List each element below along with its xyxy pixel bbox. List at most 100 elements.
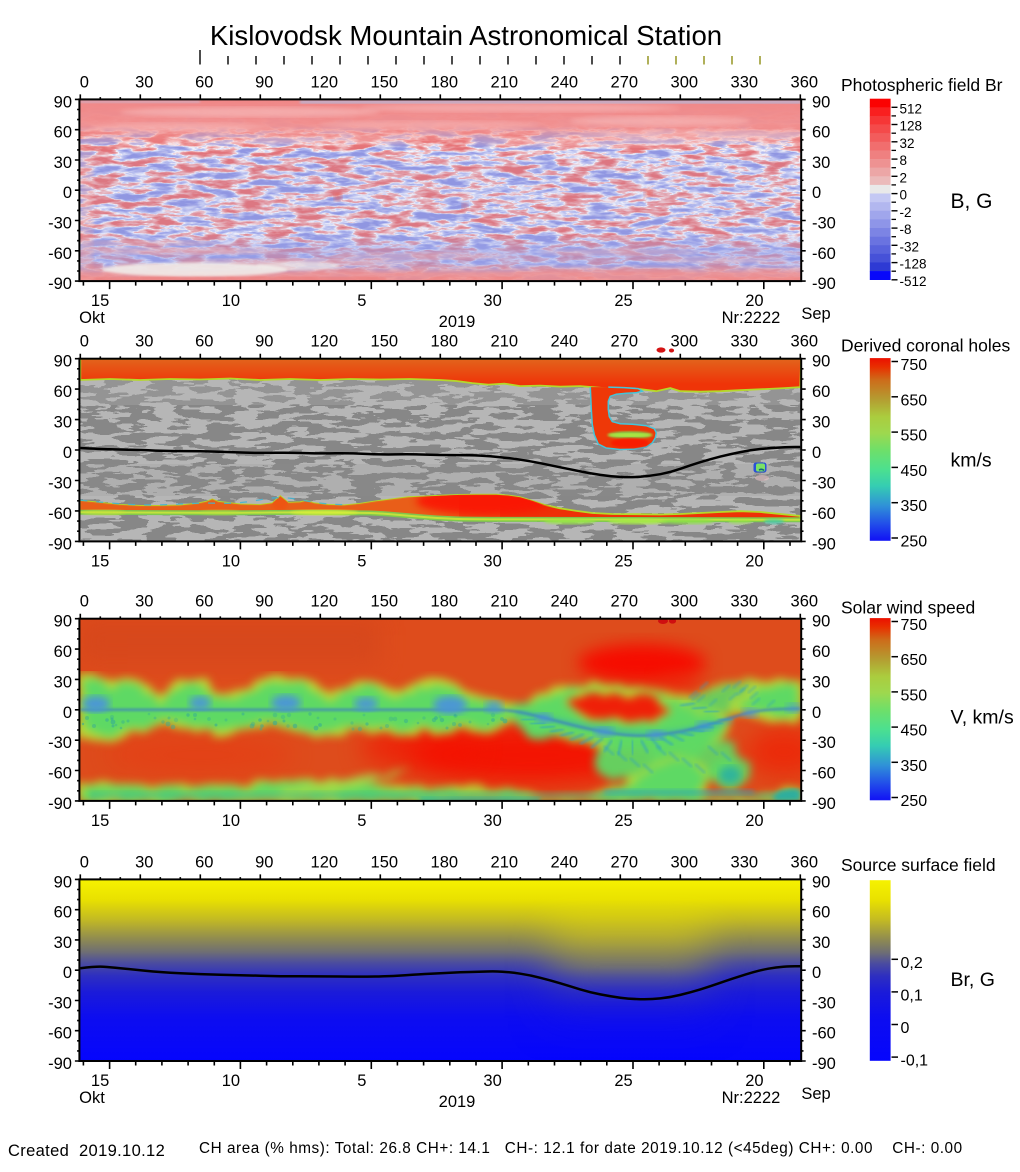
svg-text:CH area (% hms): Total: 26.8 C: CH area (% hms): Total: 26.8 CH+: 14.1 C… <box>199 1140 963 1157</box>
svg-text:90: 90 <box>255 593 273 611</box>
svg-text:512: 512 <box>900 101 923 116</box>
svg-text:2019: 2019 <box>439 313 476 331</box>
svg-text:210: 210 <box>491 73 519 91</box>
svg-text:150: 150 <box>371 593 399 611</box>
svg-text:Sep: Sep <box>801 1085 830 1103</box>
svg-text:240: 240 <box>551 593 579 611</box>
svg-text:90: 90 <box>812 93 830 111</box>
svg-text:20: 20 <box>745 812 763 830</box>
svg-text:-30: -30 <box>48 734 72 752</box>
svg-text:-512: -512 <box>900 274 927 289</box>
svg-text:128: 128 <box>900 119 923 134</box>
svg-text:5: 5 <box>357 812 366 830</box>
svg-text:550: 550 <box>901 687 928 704</box>
svg-text:-2: -2 <box>900 205 912 220</box>
svg-text:650: 650 <box>901 392 928 409</box>
svg-text:90: 90 <box>812 613 830 631</box>
svg-text:90: 90 <box>812 873 830 891</box>
svg-text:30: 30 <box>54 934 72 952</box>
svg-text:10: 10 <box>222 812 240 830</box>
svg-text:360: 360 <box>791 333 819 351</box>
svg-text:0,2: 0,2 <box>901 955 923 972</box>
svg-text:300: 300 <box>671 853 699 871</box>
svg-text:60: 60 <box>812 124 830 142</box>
svg-text:-60: -60 <box>812 1025 836 1043</box>
svg-text:30: 30 <box>135 73 153 91</box>
svg-text:-90: -90 <box>48 1055 72 1073</box>
svg-text:15: 15 <box>91 812 109 830</box>
svg-text:-60: -60 <box>48 505 72 523</box>
svg-text:0: 0 <box>80 73 89 91</box>
svg-text:650: 650 <box>901 652 928 669</box>
svg-text:60: 60 <box>812 643 830 661</box>
svg-text:-30: -30 <box>48 215 72 233</box>
svg-text:20: 20 <box>745 1072 763 1090</box>
svg-text:120: 120 <box>311 73 339 91</box>
svg-text:-90: -90 <box>812 795 836 813</box>
svg-text:-30: -30 <box>48 475 72 493</box>
svg-text:-60: -60 <box>812 505 836 523</box>
svg-text:10: 10 <box>222 292 240 310</box>
svg-text:30: 30 <box>812 414 830 432</box>
svg-text:360: 360 <box>791 593 819 611</box>
svg-text:60: 60 <box>195 853 213 871</box>
svg-text:Nr:2222: Nr:2222 <box>722 309 781 327</box>
svg-text:300: 300 <box>671 593 699 611</box>
svg-text:270: 270 <box>611 333 639 351</box>
svg-text:90: 90 <box>54 353 72 371</box>
svg-text:25: 25 <box>614 1072 632 1090</box>
svg-text:25: 25 <box>614 552 632 570</box>
svg-text:0: 0 <box>63 704 72 722</box>
svg-text:90: 90 <box>54 93 72 111</box>
svg-text:350: 350 <box>901 498 928 515</box>
svg-text:V, km/s: V, km/s <box>951 707 1014 729</box>
svg-text:30: 30 <box>483 292 501 310</box>
svg-text:0: 0 <box>63 184 72 202</box>
svg-text:360: 360 <box>791 73 819 91</box>
svg-text:20: 20 <box>745 552 763 570</box>
svg-text:Derived coronal holes: Derived coronal holes <box>841 336 1011 356</box>
svg-text:0: 0 <box>80 333 89 351</box>
svg-text:750: 750 <box>901 357 928 374</box>
svg-text:0: 0 <box>63 444 72 462</box>
svg-text:-30: -30 <box>812 995 836 1013</box>
svg-text:0: 0 <box>900 188 908 203</box>
svg-text:25: 25 <box>614 812 632 830</box>
svg-text:60: 60 <box>195 593 213 611</box>
svg-text:90: 90 <box>255 333 273 351</box>
svg-text:Source surface field: Source surface field <box>841 855 996 875</box>
svg-text:-90: -90 <box>48 535 72 553</box>
svg-text:2: 2 <box>900 170 908 185</box>
svg-text:-60: -60 <box>48 245 72 263</box>
svg-text:30: 30 <box>483 812 501 830</box>
svg-text:30: 30 <box>135 333 153 351</box>
svg-text:Created 2019.10.12: Created 2019.10.12 <box>8 1142 165 1160</box>
svg-text:30: 30 <box>54 414 72 432</box>
svg-text:210: 210 <box>491 853 519 871</box>
svg-text:10: 10 <box>222 1072 240 1090</box>
svg-text:30: 30 <box>54 154 72 172</box>
svg-text:270: 270 <box>611 73 639 91</box>
svg-text:300: 300 <box>671 333 699 351</box>
svg-text:30: 30 <box>483 552 501 570</box>
svg-text:360: 360 <box>791 853 819 871</box>
svg-text:0: 0 <box>80 853 89 871</box>
svg-text:350: 350 <box>901 758 928 775</box>
svg-text:-60: -60 <box>812 765 836 783</box>
svg-text:Sep: Sep <box>801 305 830 323</box>
svg-text:Solar wind speed: Solar wind speed <box>841 598 975 618</box>
svg-text:0,1: 0,1 <box>901 987 923 1004</box>
svg-text:30: 30 <box>54 673 72 691</box>
svg-text:60: 60 <box>195 333 213 351</box>
svg-text:-60: -60 <box>812 245 836 263</box>
svg-text:60: 60 <box>195 73 213 91</box>
svg-text:30: 30 <box>483 1072 501 1090</box>
svg-text:30: 30 <box>812 673 830 691</box>
svg-text:Okt: Okt <box>79 309 105 327</box>
svg-text:450: 450 <box>901 723 928 740</box>
svg-text:60: 60 <box>812 383 830 401</box>
svg-text:250: 250 <box>901 793 928 810</box>
svg-text:240: 240 <box>551 73 579 91</box>
svg-text:-90: -90 <box>812 1055 836 1073</box>
svg-text:0: 0 <box>63 964 72 982</box>
